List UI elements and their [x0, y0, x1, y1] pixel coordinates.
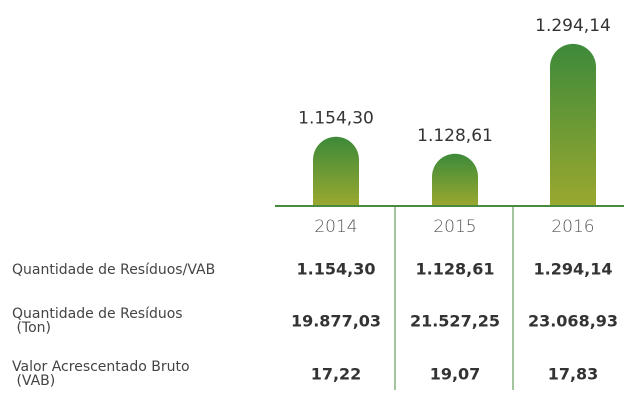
table-cell: 1.294,14: [534, 260, 613, 279]
table-cell: 19,07: [430, 365, 481, 384]
table-cell: 1.128,61: [416, 260, 495, 279]
bar: [313, 136, 359, 206]
value-label: 1.154,30: [298, 109, 374, 129]
table-cell: 17,22: [311, 365, 362, 384]
x-tick-label: 2016: [551, 217, 594, 237]
table-cell: 21.527,25: [410, 312, 500, 331]
bar: [550, 43, 596, 207]
row-label: Quantidade de Resíduos (Ton): [12, 306, 183, 336]
x-tick-label: 2014: [314, 217, 357, 237]
value-label: 1.128,61: [417, 126, 493, 146]
row-label: Quantidade de Resíduos/VAB: [12, 262, 215, 278]
bar: [432, 153, 478, 206]
value-label: 1.294,14: [535, 16, 611, 36]
table-cell: 23.068,93: [528, 312, 618, 331]
table-cell: 19.877,03: [291, 312, 381, 331]
row-label: Valor Acrescentado Bruto (VAB): [12, 359, 190, 389]
table-cell: 17,83: [548, 365, 599, 384]
table-cell: 1.154,30: [297, 260, 376, 279]
x-tick-label: 2015: [433, 217, 476, 237]
